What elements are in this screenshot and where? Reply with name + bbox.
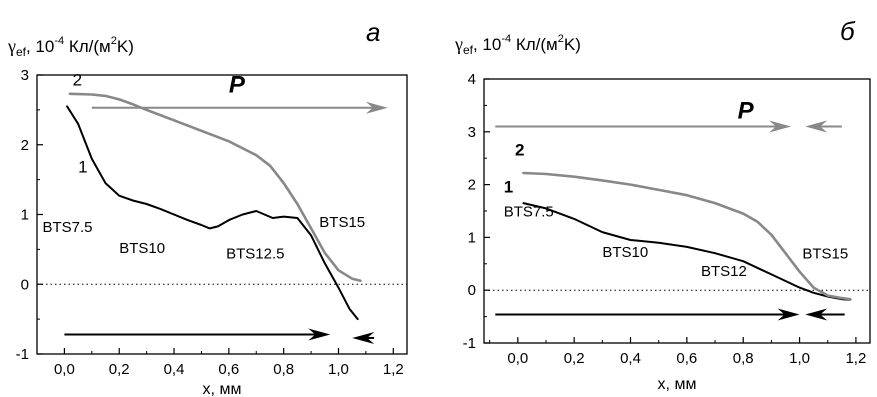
y-tick-label: 1: [468, 229, 476, 246]
curve-label-1: 1: [504, 178, 513, 197]
panel-letter: а: [366, 17, 380, 47]
annotation-label: BTS15: [319, 214, 365, 231]
y-tick-label: 1: [21, 207, 29, 224]
x-tick-label: 0,2: [109, 361, 130, 378]
annotation-label: BTS12: [701, 263, 747, 280]
x-tick-label: 0,6: [676, 350, 697, 367]
arrow-head: [365, 101, 388, 114]
arrow-head: [769, 120, 792, 133]
x-tick-label: 1,2: [845, 350, 866, 367]
x-tick-label: 0,8: [273, 361, 294, 378]
y-axis-label: γef, 10-4 Кл/(м2K): [7, 35, 134, 59]
annotation-label: BTS10: [119, 240, 165, 257]
x-tick-label: 0,0: [54, 361, 75, 378]
x-tick-label: 0,4: [164, 361, 185, 378]
y-tick-label: 3: [468, 124, 476, 141]
curve-label-2: 2: [73, 70, 82, 89]
annotation-label: BTS7.5: [504, 203, 554, 220]
series-line-2: [522, 171, 852, 301]
x-tick-label: 1,0: [789, 350, 810, 367]
x-tick-label: 1,2: [383, 361, 404, 378]
arrow-head: [308, 328, 331, 341]
series-line-1: [522, 202, 852, 301]
y-tick-label: 4: [468, 71, 476, 88]
y-tick-label: 0: [468, 282, 476, 299]
x-tick-label: 0,4: [620, 350, 641, 367]
polarization-label: P: [738, 98, 755, 125]
x-tick-label: 0,6: [218, 361, 239, 378]
x-tick-label: 0,2: [564, 350, 585, 367]
x-tick-label: 0,0: [507, 350, 528, 367]
arrow-head: [805, 308, 828, 321]
y-tick-label: -1: [463, 335, 476, 352]
curve-label-2: 2: [515, 141, 524, 160]
y-tick-label: 3: [21, 67, 29, 84]
arrow-head: [805, 120, 828, 133]
x-tick-label: 0,8: [733, 350, 754, 367]
chart-panel-a: -1 0 1 2 3 0,0 0,2 0,4 0,6 0,8 1,0 1,2 x, мм γef, 10-…: [7, 17, 408, 397]
panel-letter: б: [840, 16, 856, 46]
series-line-2: [68, 92, 362, 283]
x-axis-label: x, мм: [203, 381, 242, 397]
y-axis-label: γef, 10-4 Кл/(м2K): [454, 33, 581, 57]
y-tick-label: 2: [468, 177, 476, 194]
x-tick-label: 1,0: [328, 361, 349, 378]
series-line-1: [66, 105, 359, 321]
arrow-head: [777, 308, 800, 321]
annotation-label: BTS12.5: [226, 245, 284, 262]
y-tick-label: 2: [21, 137, 29, 154]
curve-label-1: 1: [78, 158, 87, 177]
arrow-head: [352, 332, 375, 344]
y-tick-label: 0: [21, 276, 29, 293]
annotation-label: BTS7.5: [42, 219, 92, 236]
annotation-label: BTS15: [802, 246, 848, 263]
annotation-label: BTS10: [602, 244, 648, 261]
y-tick-label: -1: [16, 346, 29, 363]
polarization-label: P: [229, 71, 246, 98]
x-axis-label: x, мм: [658, 376, 697, 393]
